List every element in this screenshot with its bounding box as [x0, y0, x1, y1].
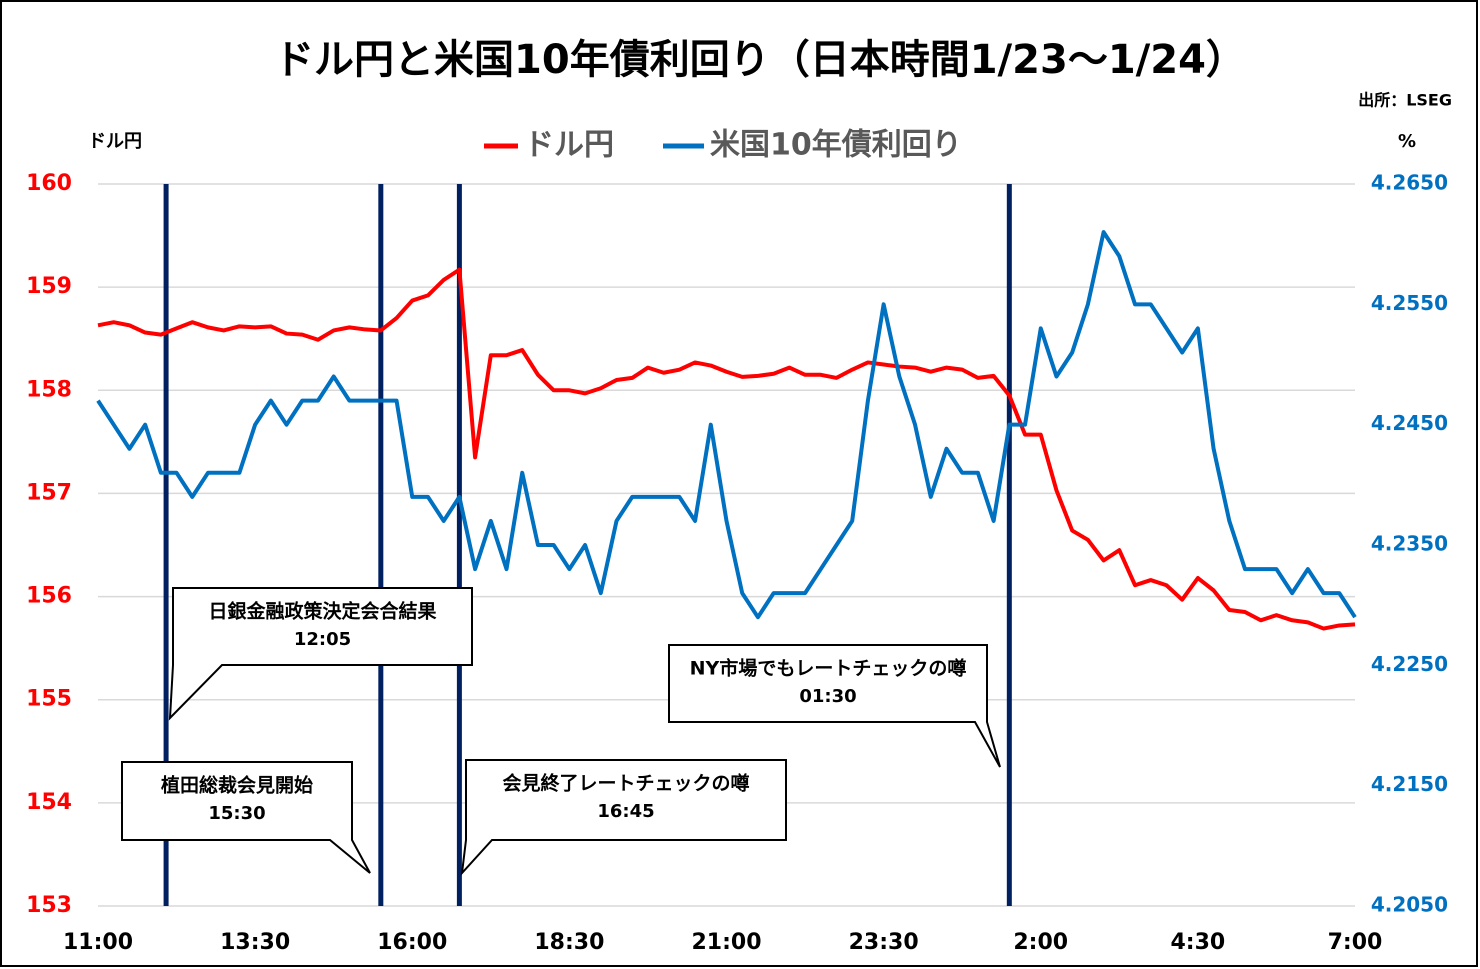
y-tick-label: 153 [26, 893, 72, 918]
y-tick-label: 156 [26, 584, 72, 609]
callout-time: 15:30 [208, 803, 265, 824]
callout-label: 植田総裁会見開始 [161, 774, 313, 797]
y2-tick-label: 4.2650 [1371, 171, 1448, 195]
legend-label: 米国10年債利回り [710, 128, 962, 163]
callout-box [168, 587, 473, 721]
source: 出所：LSEG [1358, 91, 1452, 110]
y2-tick-label: 4.2350 [1371, 532, 1448, 556]
x-tick-label: 16:00 [377, 930, 447, 955]
y-tick-label: 158 [26, 377, 72, 402]
y-tick-label: 154 [26, 790, 72, 815]
legend-label: ドル円 [524, 128, 614, 163]
x-tick-label: 23:30 [849, 930, 919, 955]
y-tick-label: 157 [26, 480, 72, 505]
y-tick-label: 155 [26, 687, 72, 712]
series-line [97, 267, 1356, 631]
y2-tick-label: 4.2450 [1371, 411, 1448, 435]
callout-label: NY市場でもレートチェックの噂 [690, 657, 967, 680]
x-tick-label: 13:30 [220, 930, 290, 955]
x-tick-label: 11:00 [63, 930, 133, 955]
callout-label: 会見終了レートチェックの噂 [502, 772, 749, 795]
y2-axis-label: % [1398, 131, 1416, 152]
x-tick-label: 21:00 [691, 930, 761, 955]
y-tick-label: 159 [26, 274, 72, 299]
x-tick-label: 4:30 [1171, 930, 1226, 955]
callout-time: 01:30 [799, 686, 856, 707]
series-line [96, 230, 1357, 620]
callout-label: 日銀金融政策決定会合結果 [208, 600, 436, 623]
y-tick-label: 160 [26, 171, 72, 196]
y2-tick-label: 4.2050 [1371, 893, 1448, 917]
callout-time: 12:05 [294, 629, 351, 650]
y2-tick-label: 4.2250 [1371, 652, 1448, 676]
y2-tick-label: 4.2550 [1371, 291, 1448, 315]
callout-box [121, 761, 371, 874]
x-tick-label: 18:30 [534, 930, 604, 955]
callout-box [460, 759, 787, 876]
chart-title: ドル円と米国10年債利回り（日本時間1/23～1/24） [274, 37, 1246, 83]
x-tick-label: 2:00 [1013, 930, 1068, 955]
y2-tick-label: 4.2150 [1371, 772, 1448, 796]
callout-box [668, 644, 1001, 768]
y-axis-label: ドル円 [88, 131, 142, 152]
callout-time: 16:45 [597, 801, 654, 822]
x-tick-label: 7:00 [1328, 930, 1383, 955]
